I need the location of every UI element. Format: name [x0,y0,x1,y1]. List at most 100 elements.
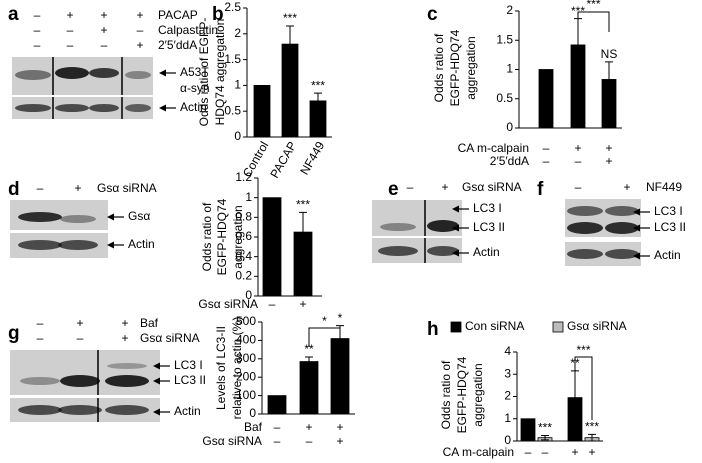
condition-sign: + [605,154,612,168]
band [125,104,151,112]
y-tick-label: 2.5 [224,0,241,14]
band [378,246,418,256]
condition-sign: – [269,297,276,311]
band [567,222,603,234]
panel-letter: h [427,319,439,340]
y-axis-label: Odds ratio of [439,360,453,429]
condition-sign: + [336,420,343,434]
y-tick-label: 0 [234,129,241,143]
arrow-head [633,208,640,216]
legend-swatch [450,321,462,333]
condition-name: Baf [244,420,263,434]
error-bar [605,61,613,98]
band [427,246,459,256]
y-tick-label: 0.5 [224,103,241,117]
condition-sign: – [67,38,74,52]
condition-sign: – [575,154,582,168]
band [55,104,89,112]
significance: NS [601,47,618,61]
condition-sign: + [574,141,581,155]
legend-label: Con siRNA [465,319,524,333]
condition-sign: – [274,434,281,448]
condition-sign: – [34,8,41,22]
band-label: LC3 I [654,204,683,218]
band-label: Actin [128,237,155,251]
band-label: LC3 I [174,358,203,372]
condition-name: Gsα siRNA [462,180,522,194]
y-tick-label: 200 [236,369,256,383]
y-tick-label: 1 [504,411,511,425]
panel-letter: d [8,179,20,200]
blot [10,350,160,395]
y-axis-label: HDQ74 aggregation [213,19,227,126]
condition-sign: + [588,445,595,459]
significance: *** [571,4,585,18]
significance: *** [576,343,590,357]
band [605,249,639,259]
y-axis-label: EGFP-HDQ74 [448,29,462,106]
y-axis-label: Levels of LC3-II [214,326,228,410]
condition-sign: – [77,331,84,345]
y-axis-label: EGFP-HDQ74 [455,356,469,433]
arrow-head [452,205,459,213]
y-tick-label: 400 [236,333,256,347]
y-axis-label: aggregation [464,36,478,99]
error-bar [314,92,322,110]
bar [538,69,554,129]
y-tick-label: 1 [506,62,513,76]
condition-sign: + [299,297,306,311]
condition-name: 2′5′ddA [490,154,529,168]
condition-sign: – [137,23,144,37]
band-label: LC3 I [473,201,502,215]
significance: *** [296,198,310,212]
condition-sign: – [525,445,532,459]
band-label: Actin [473,245,500,259]
arrow-head [633,252,640,260]
band [60,375,100,387]
y-tick-label: 0 [504,433,511,447]
arrow-head [107,241,114,249]
y-tick-label: 1.2 [235,170,252,184]
y-tick-label: 1 [234,78,241,92]
condition-name: CA m-calpain [443,445,514,459]
panel-letter: g [8,323,20,344]
y-tick-label: 0 [245,288,252,302]
condition-sign: – [274,420,281,434]
y-axis-label: EGFP-HDQ74 [215,198,229,275]
band [567,206,603,216]
band [427,220,459,232]
condition-name: Gsα siRNA [97,181,157,195]
band-label: Actin [174,404,201,418]
band-label: α-syn [180,81,210,95]
band [18,240,62,250]
condition-sign: – [37,316,44,330]
condition-sign: – [101,38,108,52]
band [567,249,603,259]
y-tick-label: 300 [236,351,256,365]
panel-letter: f [537,179,544,200]
arrow-head [153,362,160,370]
panel-letter: b [212,4,224,25]
error-bar [286,25,294,63]
condition-name: 2′5′ddA [158,38,197,52]
condition-name: CA m-calpain [458,141,529,155]
condition-sign: + [336,434,343,448]
band [18,405,62,415]
band [89,68,119,78]
condition-sign: – [407,180,414,194]
y-tick-label: 1 [245,190,252,204]
significance: * [338,311,343,325]
arrow-head [153,377,160,385]
significance: *** [283,11,297,25]
y-tick-label: 4 [504,344,511,358]
significance: *** [538,421,552,435]
bracket [308,327,341,347]
band [20,377,60,385]
band [60,215,96,223]
significance: *** [311,78,325,92]
y-tick-label: 0.8 [235,210,252,224]
condition-sign: – [306,434,313,448]
band-label: Gsα [128,209,150,223]
y-axis-label: Odds ratio of [200,202,214,271]
band-label: Actin [654,248,681,262]
